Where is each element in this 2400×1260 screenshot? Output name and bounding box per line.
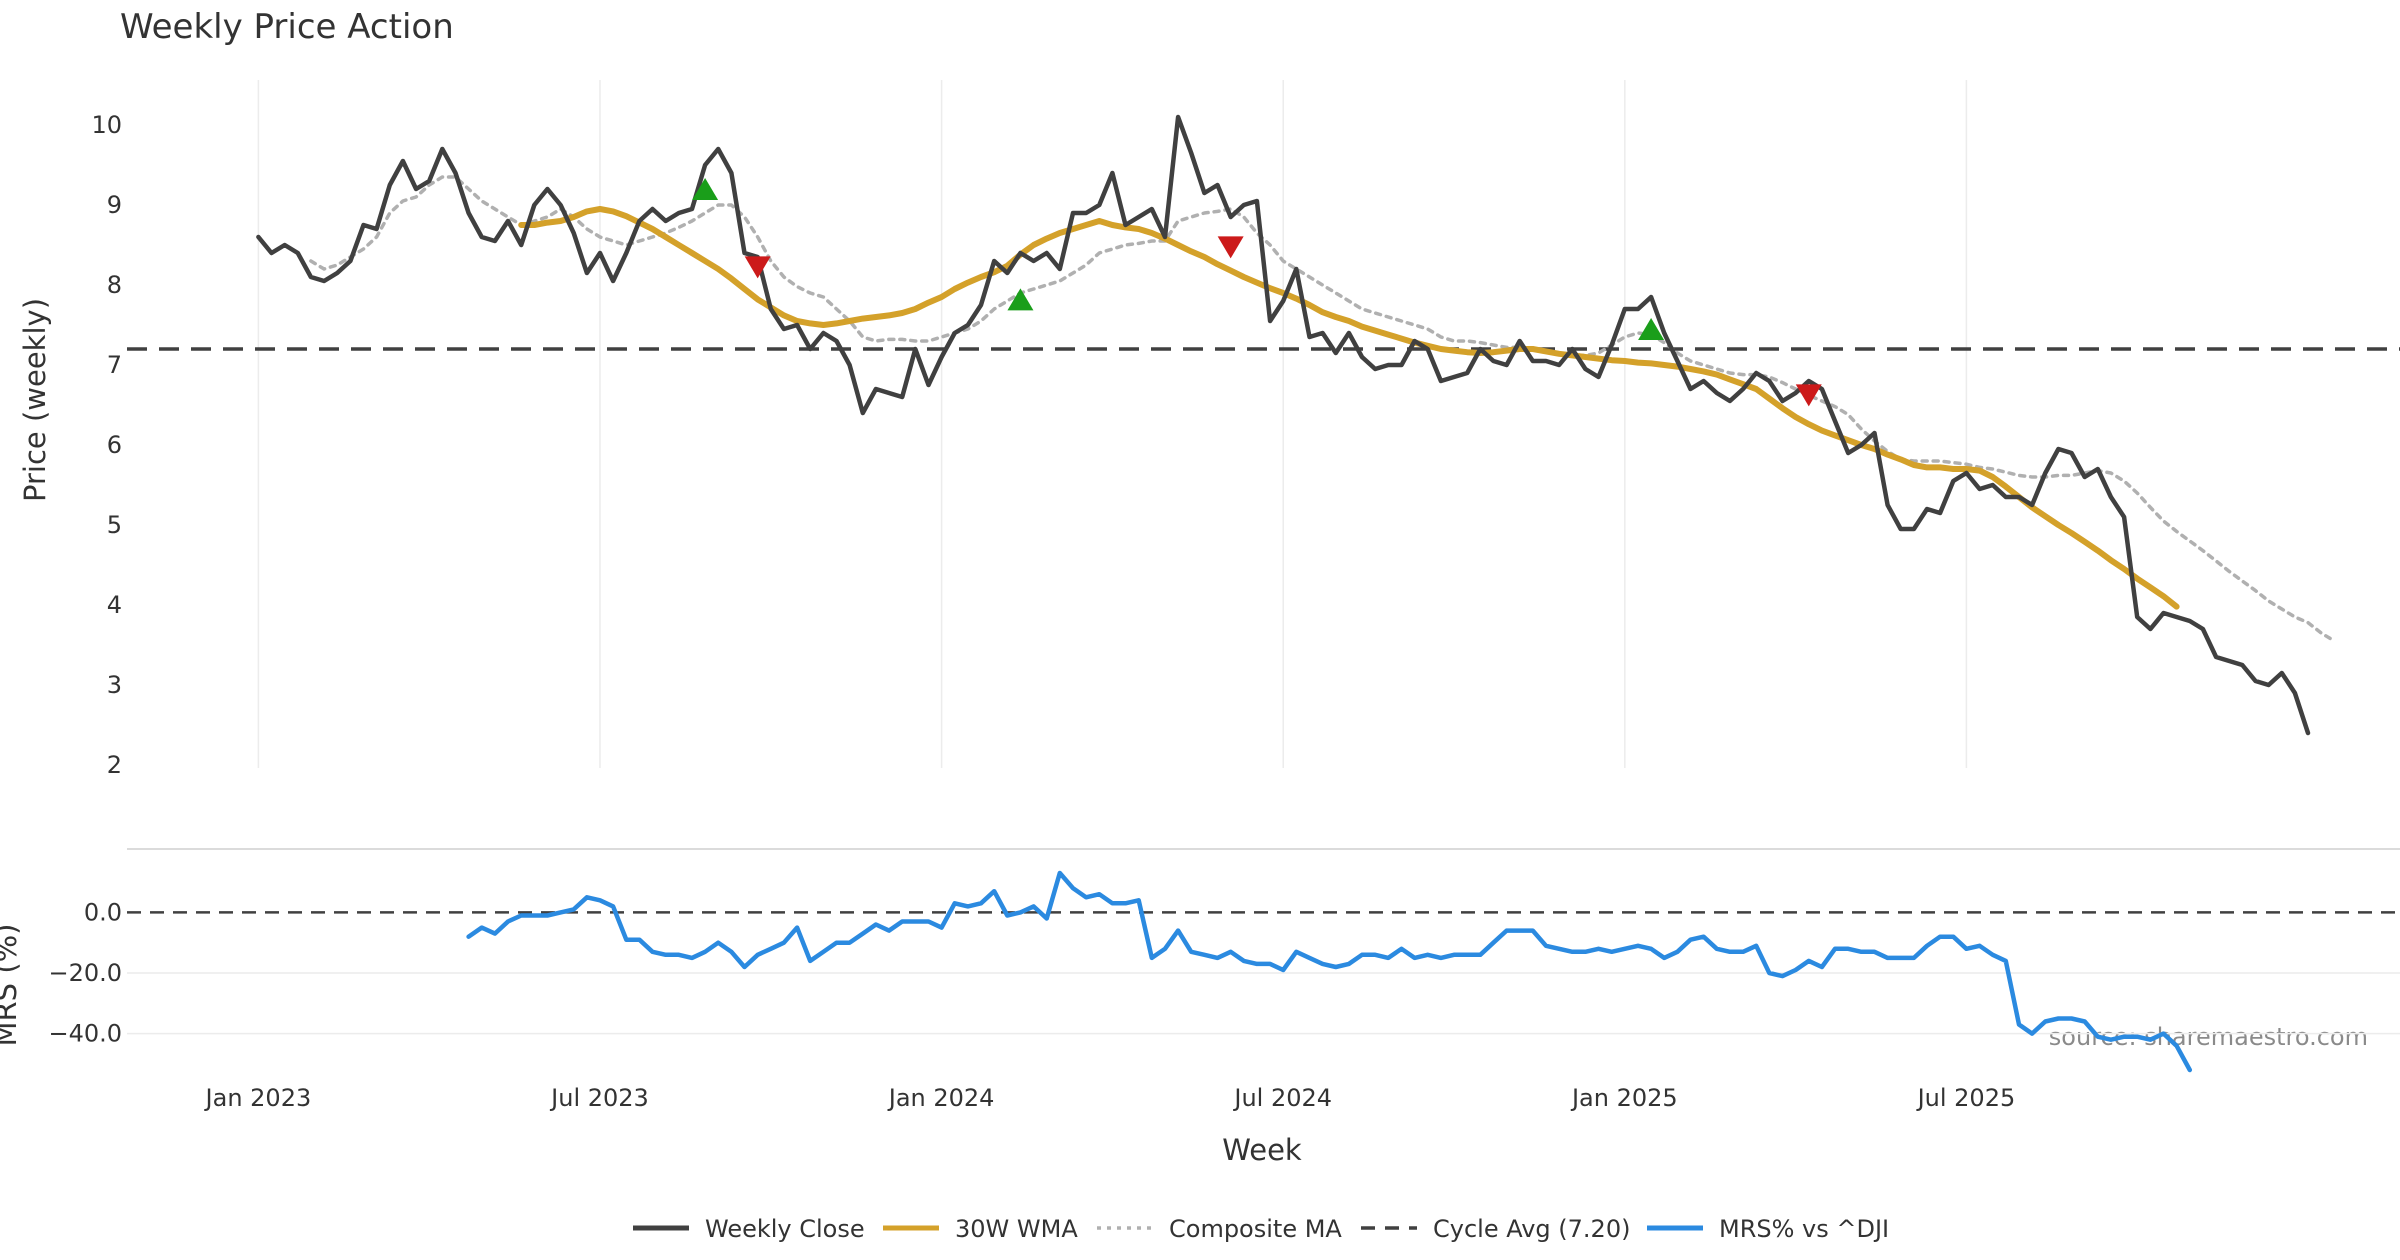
legend-item: MRS% vs ^DJI — [1647, 1215, 1889, 1243]
chart-title: Weekly Price Action — [120, 7, 454, 47]
mrs-line — [466, 870, 2193, 1073]
weekly-close-line — [256, 114, 2311, 736]
buy-signal-3 — [1007, 288, 1034, 311]
price-y-tick-label: 9 — [107, 191, 122, 219]
x-tick-label: Jan 2023 — [204, 1084, 312, 1112]
buy-signal-1 — [692, 178, 719, 200]
mrs-y-tick-label: 0.0 — [84, 898, 122, 926]
price-y-axis-label: Price (weekly) — [18, 298, 52, 502]
legend-label: MRS% vs ^DJI — [1719, 1215, 1889, 1243]
x-tick-label: Jan 2024 — [887, 1084, 995, 1112]
price-y-tick-label: 3 — [107, 671, 122, 699]
price-y-tick-label: 5 — [107, 511, 122, 539]
grid-layer — [127, 80, 2400, 1035]
legend-label: Composite MA — [1169, 1215, 1342, 1243]
buy-signal-5 — [1638, 318, 1665, 340]
mrs-y-axis-label: MRS (%) — [0, 924, 23, 1047]
sell-signal-2 — [744, 256, 771, 279]
legend-label: Weekly Close — [705, 1215, 865, 1243]
legend-item: Cycle Avg (7.20) — [1361, 1215, 1630, 1243]
x-tick-label: Jul 2024 — [1232, 1084, 1332, 1112]
series-layer — [127, 114, 2400, 1073]
x-tick-label: Jan 2025 — [1570, 1084, 1678, 1112]
legend-item: Weekly Close — [633, 1215, 865, 1243]
x-tick-label: Jul 2025 — [1916, 1084, 2016, 1112]
x-tick-label: Jul 2023 — [549, 1084, 649, 1112]
signals-layer — [692, 178, 1822, 407]
composite-ma-line — [309, 175, 2337, 643]
price-y-tick-label: 7 — [107, 351, 122, 379]
legend-label: Cycle Avg (7.20) — [1433, 1215, 1630, 1243]
ticks-layer: 2 3 4 5 6 7 8 9 10 0.0 −20.0 −40.0 Jan 2023 Jul 2023 J… — [48, 111, 2015, 1112]
mrs-y-tick-label: −40.0 — [48, 1020, 122, 1048]
x-axis-label: Week — [1222, 1133, 1302, 1167]
price-y-tick-label: 10 — [91, 111, 122, 139]
wma-30w-line — [518, 206, 2180, 610]
sell-signal-4 — [1217, 236, 1244, 259]
sell-signal-6 — [1795, 384, 1822, 407]
legend-item: Composite MA — [1097, 1215, 1342, 1243]
price-y-tick-label: 4 — [107, 591, 122, 619]
legend-item: 30W WMA — [883, 1215, 1078, 1243]
legend-label: 30W WMA — [955, 1215, 1078, 1243]
price-y-tick-label: 6 — [107, 431, 122, 459]
price-y-tick-label: 2 — [107, 751, 122, 779]
mrs-y-tick-label: −20.0 — [48, 959, 122, 987]
price-y-tick-label: 8 — [107, 271, 122, 299]
legend: Weekly Close 30W WMA Composite MA Cycle Avg… — [633, 1215, 1889, 1243]
